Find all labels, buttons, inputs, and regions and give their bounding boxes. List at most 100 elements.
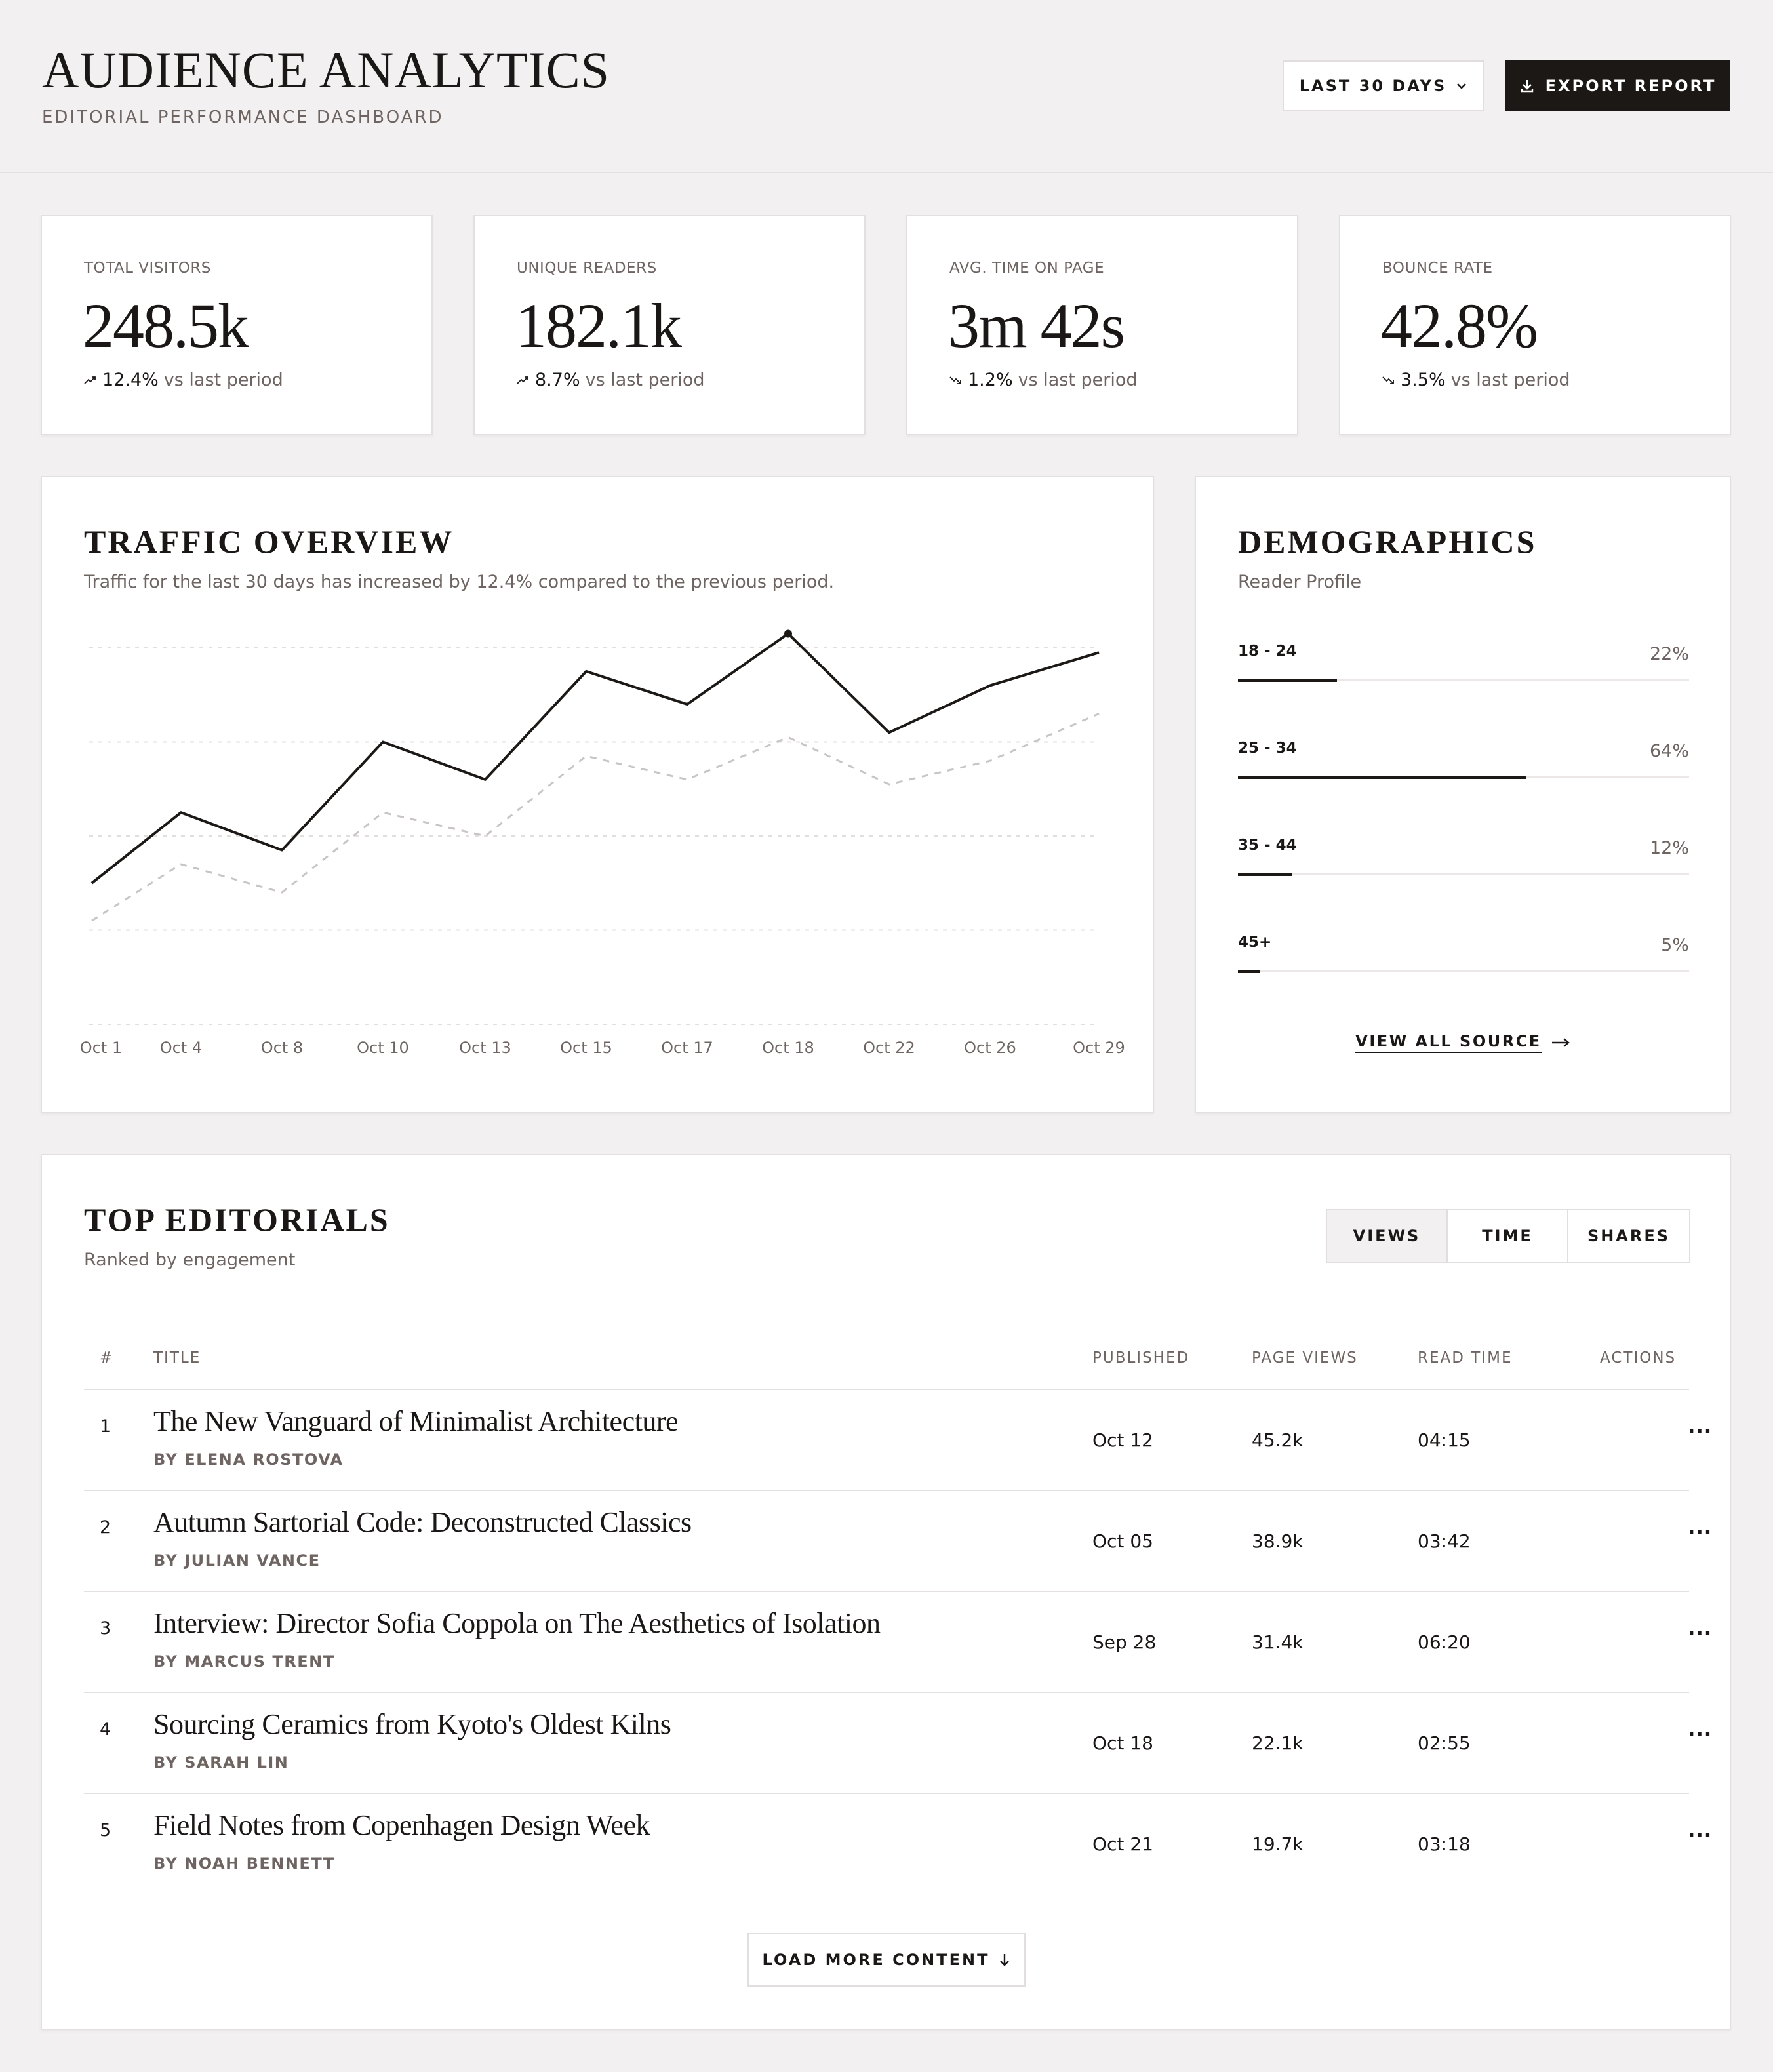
row-actions-menu[interactable]: ··· xyxy=(1688,1622,1713,1645)
demographic-row-45-plus: 45+ 5% xyxy=(1238,934,1689,986)
table-row[interactable]: 1 The New Vanguard of Minimalist Archite… xyxy=(84,1390,1711,1491)
row-read-time: 04:15 xyxy=(1418,1429,1471,1451)
row-read-time: 02:55 xyxy=(1418,1732,1471,1754)
demographic-percent: 22% xyxy=(1649,644,1689,664)
table-row[interactable]: 3 Interview: Director Sofia Coppola on T… xyxy=(84,1592,1711,1693)
stat-delta-value: 12.4% xyxy=(102,370,159,390)
stat-card-unique-readers: UNIQUE READERS 182.1k 8.7% vs last perio… xyxy=(473,215,866,435)
column-header-actions: ACTIONS xyxy=(1600,1349,1677,1366)
stat-delta-suffix: vs last period xyxy=(163,370,283,390)
row-actions-menu[interactable]: ··· xyxy=(1688,1420,1713,1443)
tab-time[interactable]: TIME xyxy=(1448,1210,1568,1262)
stat-delta-suffix: vs last period xyxy=(1450,370,1570,390)
row-title[interactable]: Interview: Director Sofia Coppola on The… xyxy=(153,1607,881,1639)
chart-x-tick-label: Oct 15 xyxy=(560,1039,612,1057)
stat-value: 42.8% xyxy=(1381,290,1538,361)
chart-x-tick-label: Oct 26 xyxy=(964,1039,1016,1057)
row-rank: 5 xyxy=(100,1820,111,1841)
demographic-percent: 12% xyxy=(1649,838,1689,858)
load-more-button[interactable]: LOAD MORE CONTENT xyxy=(747,1933,1026,1987)
row-actions-menu[interactable]: ··· xyxy=(1688,1521,1713,1544)
row-divider xyxy=(84,1793,1689,1794)
demographic-label: 35 - 44 xyxy=(1238,837,1297,854)
stat-delta: 3.5% vs last period xyxy=(1382,370,1570,390)
chart-x-tick-label: Oct 1 xyxy=(80,1039,122,1057)
chart-series-line xyxy=(91,713,1100,922)
row-divider xyxy=(84,1490,1689,1491)
tab-shares[interactable]: SHARES xyxy=(1568,1210,1689,1262)
demographic-bar-fill xyxy=(1238,679,1338,682)
table-row[interactable]: 2 Autumn Sartorial Code: Deconstructed C… xyxy=(84,1491,1711,1592)
row-published: Sep 28 xyxy=(1092,1631,1157,1653)
row-published: Oct 21 xyxy=(1092,1833,1153,1855)
traffic-overview-card: TRAFFIC OVERVIEW Traffic for the last 30… xyxy=(41,476,1154,1113)
export-report-button[interactable]: EXPORT REPORT xyxy=(1505,60,1730,111)
stat-value: 3m 42s xyxy=(948,290,1125,361)
stat-delta: 1.2% vs last period xyxy=(949,370,1138,390)
row-page-views: 38.9k xyxy=(1252,1530,1304,1552)
row-read-time: 06:20 xyxy=(1418,1631,1471,1653)
column-header-published: PUBLISHED xyxy=(1092,1349,1190,1366)
chart-highlight-point xyxy=(784,629,792,638)
row-author: BY NOAH BENNETT xyxy=(153,1854,335,1873)
row-title[interactable]: Field Notes from Copenhagen Design Week xyxy=(153,1809,650,1841)
trend-up-icon xyxy=(517,376,528,384)
demographic-row-35-44: 35 - 44 12% xyxy=(1238,837,1689,889)
trend-up-icon xyxy=(84,376,96,384)
stat-delta-value: 1.2% xyxy=(968,370,1013,390)
table-row[interactable]: 4 Sourcing Ceramics from Kyoto's Oldest … xyxy=(84,1693,1711,1794)
stat-delta-value: 8.7% xyxy=(535,370,580,390)
chart-x-tick-label: Oct 22 xyxy=(863,1039,915,1057)
column-header-title: TITLE xyxy=(153,1349,201,1366)
demographic-bar-fill xyxy=(1238,873,1292,876)
traffic-subtitle: Traffic for the last 30 days has increas… xyxy=(84,572,835,592)
demographics-title: DEMOGRAPHICS xyxy=(1238,523,1537,560)
column-header-rank: # xyxy=(100,1349,114,1366)
demographic-percent: 64% xyxy=(1649,741,1689,761)
row-title[interactable]: Autumn Sartorial Code: Deconstructed Cla… xyxy=(153,1506,692,1538)
demographic-row-25-34: 25 - 34 64% xyxy=(1238,740,1689,792)
stat-card-total-visitors: TOTAL VISITORS 248.5k 12.4% vs last peri… xyxy=(41,215,433,435)
arrow-down-icon xyxy=(1000,1954,1010,1966)
demographic-bar-track xyxy=(1238,873,1689,876)
demographic-bar-fill xyxy=(1238,776,1527,779)
stat-label: TOTAL VISITORS xyxy=(84,260,211,277)
column-header-read-time: READ TIME xyxy=(1418,1349,1513,1366)
row-published: Oct 12 xyxy=(1092,1429,1153,1451)
editorials-subtitle: Ranked by engagement xyxy=(84,1250,296,1270)
date-range-label: LAST 30 DAYS xyxy=(1299,77,1447,95)
stat-card-bounce-rate: BOUNCE RATE 42.8% 3.5% vs last period xyxy=(1339,215,1731,435)
row-read-time: 03:18 xyxy=(1418,1833,1471,1855)
demographics-card: DEMOGRAPHICS Reader Profile 18 - 24 22% … xyxy=(1195,476,1731,1113)
row-title[interactable]: Sourcing Ceramics from Kyoto's Oldest Ki… xyxy=(153,1708,671,1740)
view-all-source-link[interactable]: VIEW ALL SOURCE xyxy=(1196,1032,1730,1053)
chart-x-tick-label: Oct 8 xyxy=(261,1039,303,1057)
stat-delta-suffix: vs last period xyxy=(585,370,705,390)
row-title[interactable]: The New Vanguard of Minimalist Architect… xyxy=(153,1405,679,1437)
demographic-bar-track xyxy=(1238,970,1689,973)
row-actions-menu[interactable]: ··· xyxy=(1688,1723,1713,1746)
row-author: BY ELENA ROSTOVA xyxy=(153,1450,344,1469)
chevron-down-icon xyxy=(1457,83,1467,89)
row-author: BY MARCUS TRENT xyxy=(153,1652,335,1671)
page-header: AUDIENCE ANALYTICS EDITORIAL PERFORMANCE… xyxy=(0,0,1773,173)
demographic-bar-track xyxy=(1238,679,1689,682)
chart-x-tick-label: Oct 4 xyxy=(160,1039,202,1057)
date-range-dropdown[interactable]: LAST 30 DAYS xyxy=(1283,60,1484,111)
arrow-right-icon xyxy=(1551,1038,1570,1047)
stat-value: 182.1k xyxy=(515,290,682,361)
row-read-time: 03:42 xyxy=(1418,1530,1471,1552)
chart-x-tick-label: Oct 29 xyxy=(1073,1039,1125,1057)
row-actions-menu[interactable]: ··· xyxy=(1688,1824,1713,1847)
demographic-bar-track xyxy=(1238,776,1689,779)
trend-down-icon xyxy=(1382,376,1394,384)
row-author: BY SARAH LIN xyxy=(153,1753,289,1772)
stat-label: BOUNCE RATE xyxy=(1382,260,1493,277)
demographic-label: 45+ xyxy=(1238,934,1272,951)
download-icon xyxy=(1521,80,1533,93)
table-row[interactable]: 5 Field Notes from Copenhagen Design Wee… xyxy=(84,1794,1711,1895)
stat-label: AVG. TIME ON PAGE xyxy=(949,260,1105,277)
tab-views[interactable]: VIEWS xyxy=(1327,1210,1448,1262)
editorials-title: TOP EDITORIALS xyxy=(84,1201,390,1238)
demographic-percent: 5% xyxy=(1661,935,1689,955)
